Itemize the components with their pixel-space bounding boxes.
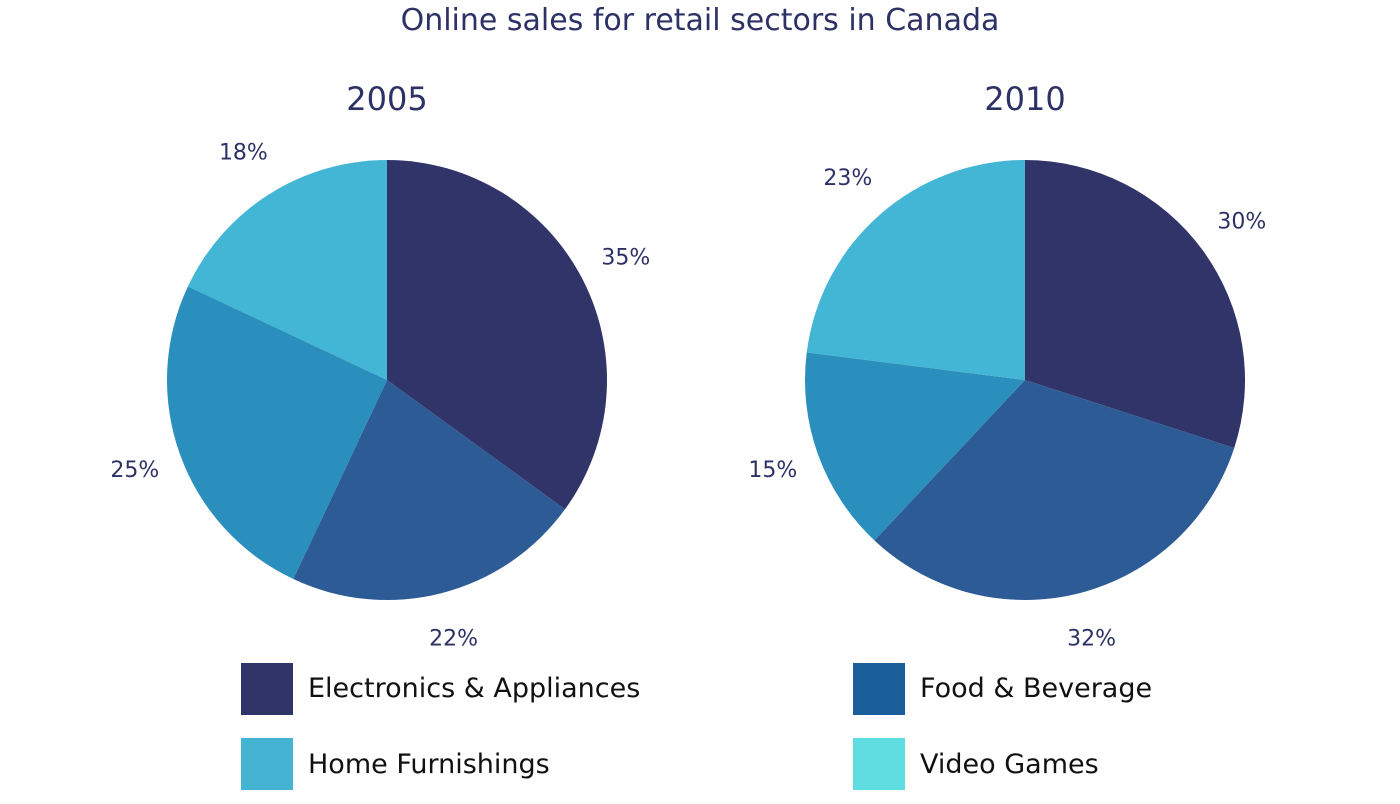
pie-slices-2005 — [167, 160, 607, 600]
pie-title-2010: 2010 — [984, 80, 1065, 118]
legend-item-food: Food & Beverage — [853, 663, 1152, 715]
legend-item-video: Video Games — [853, 738, 1099, 790]
pie-label-2010-food: 32% — [1067, 627, 1116, 652]
legend-label-home: Home Furnishings — [308, 749, 550, 780]
pie-slice-2005-food — [293, 380, 565, 600]
pie-label-2010-video: 15% — [748, 458, 797, 483]
pie-slices-2010 — [804, 160, 1245, 600]
pie-label-2005-video: 25% — [110, 458, 159, 483]
legend-swatch-home — [241, 738, 293, 790]
pie-label-2005-home: 18% — [219, 141, 268, 166]
pie-slice-2010-electronics — [1025, 160, 1245, 448]
pie-label-2005-electronics: 35% — [601, 245, 650, 270]
legend-item-electronics: Electronics & Appliances — [241, 663, 640, 715]
pie-chart-2005: 2005 35% 22% 25% 18% — [110, 80, 650, 652]
pie-chart-2010: 2010 30% 32% 15% 23% — [748, 80, 1266, 652]
legend-swatch-video — [853, 738, 905, 790]
chart-title: Online sales for retail sectors in Canad… — [401, 3, 1000, 38]
legend-swatch-food — [853, 663, 905, 715]
pie-title-2005: 2005 — [346, 80, 427, 118]
legend-label-video: Video Games — [920, 749, 1099, 780]
pie-slice-2010-video — [804, 352, 1025, 541]
pie-slice-2010-food — [874, 380, 1235, 600]
legend-label-food: Food & Beverage — [920, 673, 1152, 704]
legend: Electronics & Appliances Food & Beverage… — [241, 663, 1152, 790]
pie-slice-2005-electronics — [387, 160, 607, 510]
legend-swatch-electronics — [241, 663, 293, 715]
legend-item-home: Home Furnishings — [241, 738, 550, 790]
pie-slice-2005-home — [187, 160, 387, 380]
pie-label-2010-electronics: 30% — [1217, 210, 1266, 235]
legend-label-electronics: Electronics & Appliances — [308, 673, 640, 704]
pie-slice-2010-home — [806, 160, 1025, 380]
pie-label-2010-home: 23% — [823, 166, 872, 191]
pie-labels-2010: 30% 32% 15% 23% — [748, 166, 1266, 652]
pie-labels-2005: 35% 22% 25% 18% — [110, 141, 650, 652]
pie-slice-2005-video — [167, 286, 387, 580]
pie-label-2005-food: 22% — [429, 627, 478, 652]
